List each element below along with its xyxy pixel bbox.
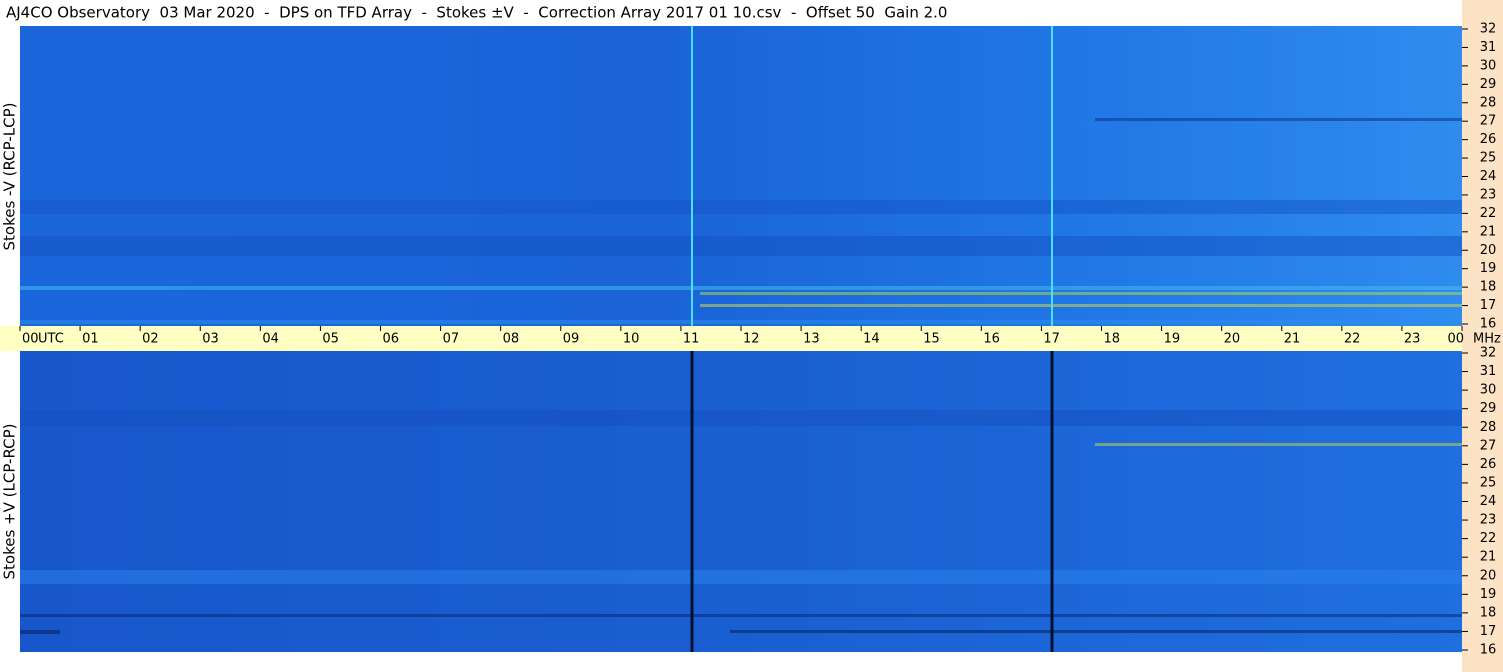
y-tick-label: 29	[1480, 77, 1497, 92]
x-tick-label: 23	[1404, 332, 1421, 347]
y-tick-label: 23	[1480, 187, 1497, 202]
y-tick-label: 20	[1480, 243, 1497, 258]
x-unit: UTC	[38, 332, 64, 347]
x-tick-label: 00	[22, 332, 39, 347]
y-tick-label: 31	[1480, 40, 1497, 55]
x-tick-label: 17	[1043, 332, 1060, 347]
y-axis-label: Stokes +V (LCP-RCP)	[1, 424, 19, 580]
spectrogram-bottom	[20, 351, 1462, 652]
x-tick-label: 06	[383, 332, 400, 347]
x-tick-label: 16	[983, 332, 1000, 347]
y-tick-label: 17	[1480, 624, 1497, 639]
freq-axis-strip	[1462, 0, 1503, 672]
y-tick-label: 25	[1480, 475, 1497, 490]
y-tick-label: 17	[1480, 298, 1497, 313]
x-tick-label: 05	[322, 332, 339, 347]
x-tick-label: 21	[1284, 332, 1301, 347]
y-tick-label: 21	[1480, 550, 1497, 565]
y-tick-label: 29	[1480, 401, 1497, 416]
spectrogram-top	[20, 26, 1462, 326]
y-tick-label: 28	[1480, 95, 1497, 110]
x-tick-label: 18	[1104, 332, 1121, 347]
y-unit: MHz	[1473, 332, 1501, 347]
x-tick-label: 15	[923, 332, 940, 347]
interference-bands	[20, 118, 1462, 634]
y-tick-label: 32	[1480, 346, 1497, 361]
y-tick-label: 19	[1480, 261, 1497, 276]
y-tick-label: 30	[1480, 58, 1497, 73]
y-tick-label: 20	[1480, 568, 1497, 583]
x-tick-label: 09	[563, 332, 580, 347]
y-tick-label: 26	[1480, 457, 1497, 472]
y-tick-label: 30	[1480, 383, 1497, 398]
x-tick-label: 04	[262, 332, 279, 347]
y-tick-label: 23	[1480, 513, 1497, 528]
x-tick-label: 01	[82, 332, 99, 347]
x-tick-label: 22	[1344, 332, 1361, 347]
x-tick-label: 00	[1447, 332, 1464, 347]
y-tick-label: 22	[1480, 531, 1497, 546]
y-tick-label: 24	[1480, 169, 1497, 184]
y-tick-label: 28	[1480, 420, 1497, 435]
x-tick-label: 10	[623, 332, 640, 347]
y-tick-label: 31	[1480, 364, 1497, 379]
x-tick-label: 12	[743, 332, 760, 347]
x-tick-label: 20	[1224, 332, 1241, 347]
x-tick-label: 08	[503, 332, 520, 347]
y-tick-label: 16	[1480, 643, 1497, 658]
x-tick-label: 07	[443, 332, 460, 347]
y-tick-label: 27	[1480, 114, 1497, 129]
y-tick-label: 22	[1480, 206, 1497, 221]
x-tick-label: 19	[1164, 332, 1181, 347]
y-axis-label: Stokes -V (RCP-LCP)	[1, 103, 19, 251]
y-tick-label: 19	[1480, 587, 1497, 602]
y-tick-label: 21	[1480, 224, 1497, 239]
y-tick-label: 24	[1480, 494, 1497, 509]
time-axis-strip	[0, 326, 1462, 351]
x-tick-label: 13	[803, 332, 820, 347]
y-tick-label: 26	[1480, 132, 1497, 147]
y-tick-label: 18	[1480, 280, 1497, 295]
chart-title: AJ4CO Observatory 03 Mar 2020 - DPS on T…	[6, 4, 947, 22]
x-tick-label: 03	[202, 332, 219, 347]
x-tick-label: 11	[683, 332, 700, 347]
x-tick-label: 14	[863, 332, 880, 347]
x-tick-label: 02	[142, 332, 159, 347]
y-tick-label: 27	[1480, 438, 1497, 453]
y-tick-label: 32	[1480, 22, 1497, 37]
y-tick-label: 25	[1480, 151, 1497, 166]
y-tick-label: 18	[1480, 605, 1497, 620]
y-tick-label: 16	[1480, 317, 1497, 332]
